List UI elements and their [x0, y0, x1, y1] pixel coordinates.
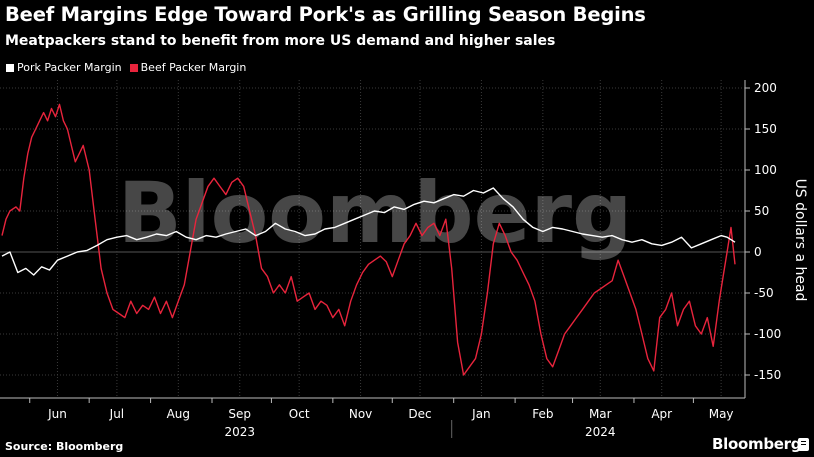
x-tick-label: Aug: [167, 407, 190, 421]
legend-item-beef: Beef Packer Margin: [129, 61, 247, 74]
series-line-beef: [1, 103, 736, 376]
legend-item-pork: Pork Packer Margin: [6, 61, 122, 74]
legend-label-beef: Beef Packer Margin: [140, 61, 247, 74]
legend-swatch-beef: [129, 63, 138, 72]
x-tick-label: Sep: [228, 407, 251, 421]
y-tick-label: 0: [754, 245, 762, 259]
x-tick-label: Oct: [289, 407, 310, 421]
x-tick-label: Feb: [532, 407, 553, 421]
series-line-pork: [1, 187, 736, 276]
x-tick-label: Jun: [47, 407, 67, 421]
x-tick-label: Nov: [349, 407, 372, 421]
gridlines: [0, 80, 745, 398]
x-tick-label: Jan: [471, 407, 491, 421]
y-tick-label: 100: [754, 163, 777, 177]
bloomberg-watermark: Bloomberg: [118, 164, 632, 262]
legend: Pork Packer Margin Beef Packer Margin: [6, 61, 254, 74]
legend-swatch-pork: [6, 63, 14, 72]
source-note: Source: Bloomberg: [5, 440, 124, 453]
year-label: 2023: [224, 425, 255, 439]
chart-subtitle: Meatpackers stand to benefit from more U…: [5, 33, 556, 49]
x-tick-label: Jul: [109, 407, 124, 421]
year-label: 2024: [585, 425, 616, 439]
x-tick-label: Dec: [408, 407, 431, 421]
legend-label-pork: Pork Packer Margin: [17, 61, 122, 74]
x-tick-label: May: [709, 407, 734, 421]
series-lines: [1, 103, 736, 376]
x-tick-label: Mar: [589, 407, 612, 421]
y-tick-label: -50: [754, 286, 774, 300]
chart-title: Beef Margins Edge Toward Pork's as Grill…: [5, 3, 646, 26]
axes: 200 150 100 50 0 -50 -100 -150 Jun Jul Aug Sep Oct No…: [0, 80, 781, 439]
y-tick-label: -100: [754, 327, 781, 341]
y-axis-label: US dollars a head: [792, 179, 808, 302]
x-tick-label: Apr: [651, 407, 672, 421]
terminal-icon: [798, 438, 809, 451]
y-tick-label: 50: [754, 204, 769, 218]
brand-logo: Bloomberg: [712, 435, 802, 453]
y-tick-label: 150: [754, 122, 777, 136]
y-tick-label: -150: [754, 368, 781, 382]
y-tick-label: 200: [754, 81, 777, 95]
